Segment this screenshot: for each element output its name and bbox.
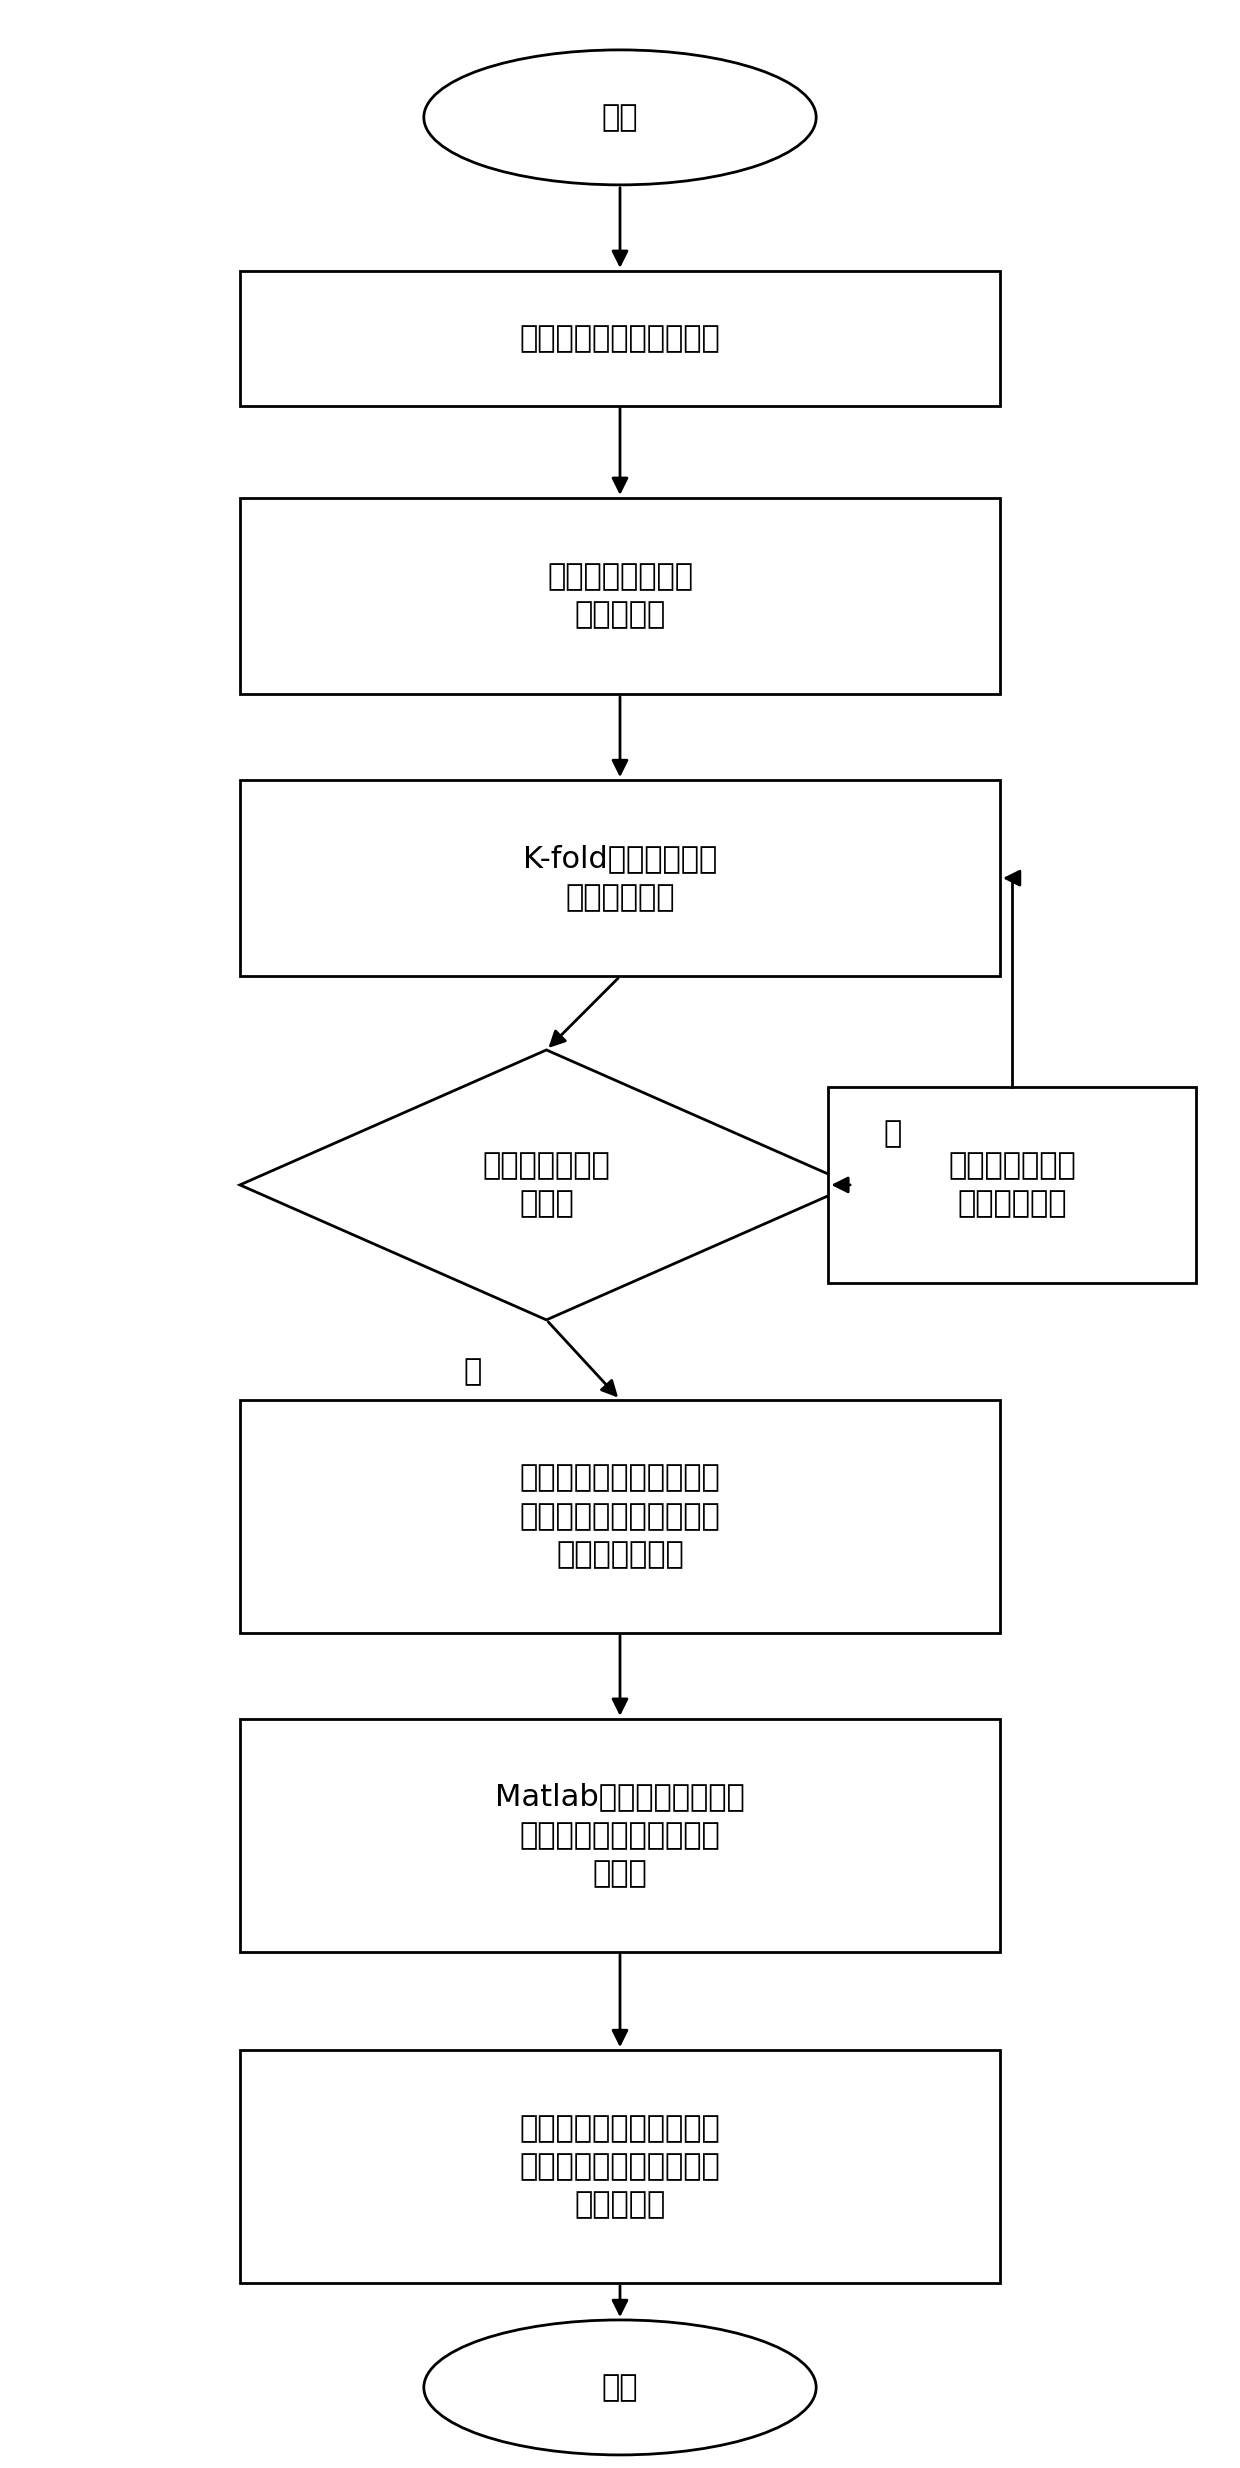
Text: 开始: 开始	[601, 104, 639, 131]
Ellipse shape	[424, 2320, 816, 2456]
Bar	[239, 1718, 1001, 1952]
Text: 有限元分析，得到样本点: 有限元分析，得到样本点	[520, 323, 720, 353]
Ellipse shape	[424, 49, 816, 185]
Text: 是: 是	[464, 1357, 482, 1385]
Text: 结束: 结束	[601, 2372, 639, 2401]
Text: K-fold交叉验证得到
支持向量误差: K-fold交叉验证得到 支持向量误差	[523, 844, 717, 911]
Bar	[828, 1086, 1197, 1283]
Text: 将优化后的设计变量代入
模型，进行有限元计算，
评判最优解: 将优化后的设计变量代入 模型，进行有限元计算， 评判最优解	[520, 2115, 720, 2219]
Bar	[239, 780, 1001, 977]
Text: 输出最优位置作为支持向
量机的参数，得到最优参
数的支持向量机: 输出最优位置作为支持向 量机的参数，得到最优参 数的支持向量机	[520, 1464, 720, 1570]
Polygon shape	[239, 1049, 853, 1320]
Bar	[239, 1399, 1001, 1634]
Bar	[239, 2051, 1001, 2283]
Text: 更新种群内粒子
的速度和位置: 更新种群内粒子 的速度和位置	[949, 1150, 1076, 1219]
Text: 判断是否达到收
敛条件: 判断是否达到收 敛条件	[482, 1150, 610, 1219]
Bar	[239, 499, 1001, 694]
Text: 用粒子群算法得到
初始化参数: 用粒子群算法得到 初始化参数	[547, 563, 693, 629]
Text: 否: 否	[884, 1118, 901, 1148]
Bar	[239, 271, 1001, 405]
Text: Matlab粒子群算法调用支
持向量机进行优化，得到
最优解: Matlab粒子群算法调用支 持向量机进行优化，得到 最优解	[495, 1782, 745, 1888]
